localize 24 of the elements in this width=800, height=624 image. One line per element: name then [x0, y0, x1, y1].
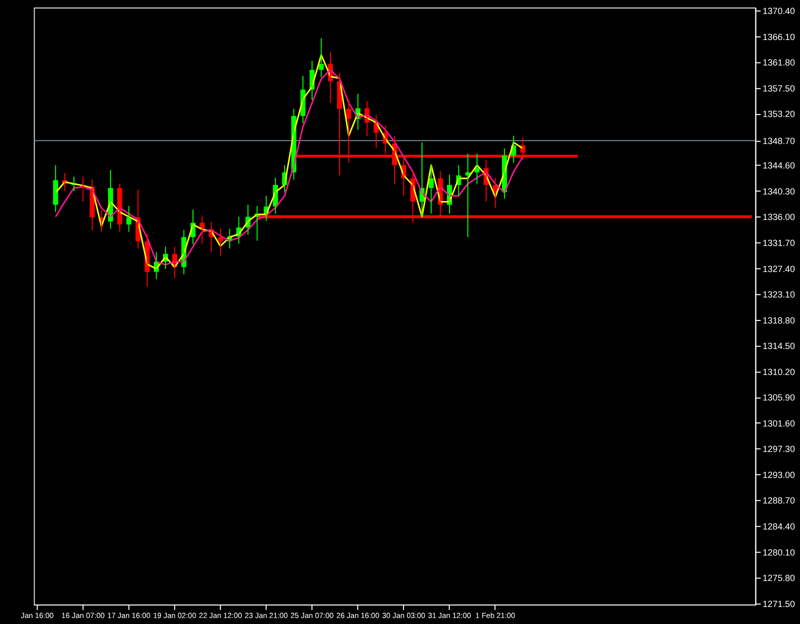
y-tick-label: 1318.80: [762, 315, 796, 326]
y-tick-label: 1288.70: [762, 496, 796, 506]
y-tick-label: 1331.70: [762, 238, 796, 248]
y-tick-label: 1357.50: [762, 83, 796, 94]
y-tick-label: 1284.40: [762, 522, 796, 532]
y-tick-label: 1361.80: [762, 58, 796, 68]
y-tick-label: 1353.20: [762, 109, 796, 120]
y-tick-label: 1310.20: [762, 366, 796, 377]
y-tick-label: 1293.00: [762, 470, 796, 480]
y-tick-label: 1340.30: [762, 186, 796, 196]
y-tick-label: 1323.10: [762, 290, 796, 300]
y-tick-label: 1336.00: [762, 212, 796, 222]
y-tick-label: 1301.60: [762, 418, 796, 428]
y-tick-label: 1275.80: [762, 573, 796, 584]
y-tick-label: 1344.60: [762, 160, 796, 171]
y-tick-label: 1366.10: [762, 32, 796, 42]
y-tick-label: 1271.50: [762, 598, 796, 609]
y-tick-label: 1327.40: [762, 264, 796, 274]
y-tick-label: 1305.90: [762, 392, 796, 403]
y-tick-label: 1314.50: [762, 341, 796, 352]
y-tick-label: 1370.40: [762, 6, 796, 16]
y-tick-label: 1297.30: [762, 444, 796, 454]
y-tick-label: 1348.70: [762, 136, 796, 146]
y-tick-label: 1280.10: [762, 547, 796, 558]
